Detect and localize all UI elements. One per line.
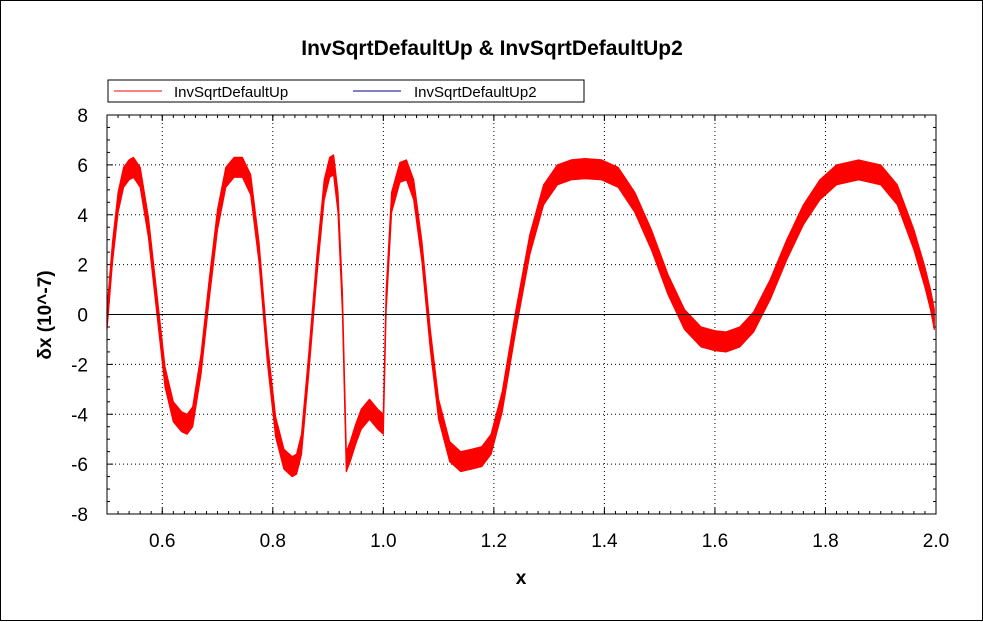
plot-area — [106, 114, 937, 515]
y-tick-label: -6 — [71, 455, 88, 476]
series-band-1 — [106, 154, 935, 478]
y-tick-label: 2 — [77, 256, 88, 277]
y-tick-label: 6 — [77, 156, 88, 177]
x-tick-label: 0.6 — [149, 531, 175, 552]
x-tick-label: 1.6 — [702, 531, 728, 552]
series-layer — [106, 154, 935, 478]
y-tick-label: -8 — [71, 505, 88, 526]
chart-title: InvSqrtDefaultUp & InvSqrtDefaultUp2 — [301, 37, 683, 60]
x-tick-labels: 0.6 0.8 1.0 1.2 1.4 1.6 1.8 2.0 — [149, 531, 949, 552]
x-axis-title: x — [516, 568, 527, 589]
y-tick-label: 8 — [77, 106, 88, 127]
legend-label-2: InvSqrtDefaultUp2 — [414, 84, 537, 101]
y-tick-label: -4 — [71, 405, 88, 426]
x-tick-label: 1.8 — [812, 531, 838, 552]
x-tick-label: 1.0 — [370, 531, 396, 552]
x-tick-label: 0.8 — [260, 531, 286, 552]
y-tick-label: 0 — [77, 306, 88, 327]
x-tick-label: 2.0 — [923, 531, 949, 552]
x-tick-label: 1.4 — [591, 531, 618, 552]
x-tick-label: 1.2 — [481, 531, 507, 552]
y-tick-label: 4 — [77, 206, 88, 227]
legend: InvSqrtDefaultUp InvSqrtDefaultUp2 — [107, 79, 585, 103]
y-tick-labels: 8 6 4 2 0 -2 -4 -6 -8 — [71, 106, 88, 526]
legend-box — [107, 79, 585, 103]
y-tick-label: -2 — [71, 355, 88, 376]
legend-label-1: InvSqrtDefaultUp — [174, 84, 288, 101]
y-axis-title: δx (10^-7) — [35, 270, 56, 359]
